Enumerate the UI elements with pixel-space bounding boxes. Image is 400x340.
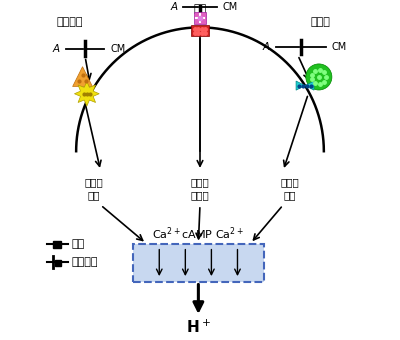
Text: 腺苷酸
环化酶: 腺苷酸 环化酶 bbox=[191, 177, 209, 201]
Text: 不能阻断: 不能阻断 bbox=[71, 257, 98, 267]
Text: CM: CM bbox=[110, 44, 126, 54]
Text: A: A bbox=[170, 2, 177, 12]
Text: 胃泌素: 胃泌素 bbox=[311, 17, 330, 28]
Circle shape bbox=[306, 64, 332, 90]
Text: Ca$^{2+}$cAMP Ca$^{2+}$: Ca$^{2+}$cAMP Ca$^{2+}$ bbox=[152, 226, 244, 242]
Text: 磷脂酸
肌醇: 磷脂酸 肌醇 bbox=[280, 177, 299, 201]
Text: 阻断: 阻断 bbox=[71, 239, 84, 249]
Bar bbox=[194, 12, 206, 24]
Polygon shape bbox=[74, 81, 99, 106]
Text: A: A bbox=[53, 44, 60, 54]
Text: 磷脂酸
肌醇: 磷脂酸 肌醇 bbox=[85, 177, 104, 201]
Bar bbox=[133, 244, 264, 282]
Polygon shape bbox=[73, 67, 92, 86]
Bar bbox=[53, 241, 61, 248]
Text: 乙酰胆碱: 乙酰胆碱 bbox=[56, 17, 83, 28]
Bar bbox=[55, 260, 61, 266]
Text: 组胺: 组胺 bbox=[193, 4, 207, 14]
Polygon shape bbox=[296, 81, 305, 90]
Polygon shape bbox=[305, 81, 314, 90]
Text: H$^+$: H$^+$ bbox=[186, 319, 211, 336]
Text: CM: CM bbox=[332, 42, 347, 52]
Bar bbox=[191, 26, 209, 36]
Text: A: A bbox=[263, 42, 270, 52]
Text: CM: CM bbox=[223, 2, 238, 12]
